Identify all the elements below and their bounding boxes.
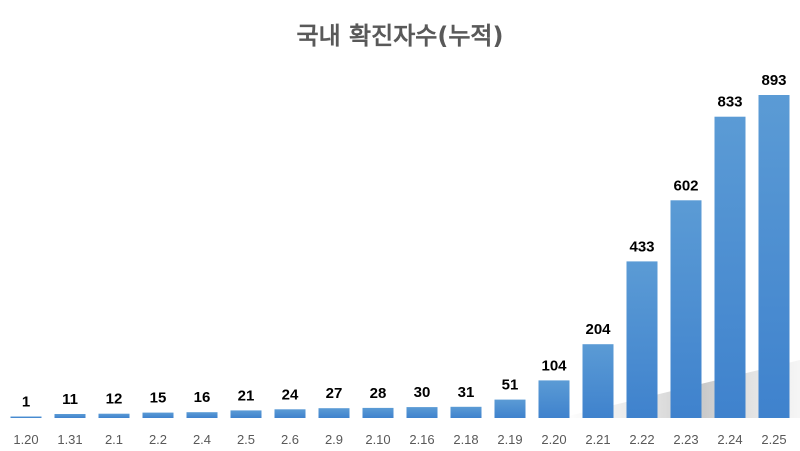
x-tick-label-2.21: 2.21: [585, 432, 610, 447]
data-label-1.20: 1: [22, 394, 30, 411]
chart-title: 국내 확진자수(누적): [296, 22, 504, 50]
bar-2.1: [98, 413, 130, 418]
bar-2.21: [582, 344, 614, 418]
x-tick-label-2.1: 2.1: [105, 432, 123, 447]
bar-1.20: [10, 416, 42, 418]
x-tick-label-2.23: 2.23: [673, 432, 698, 447]
data-label-2.19: 51: [502, 377, 519, 394]
bar-2.10: [362, 407, 394, 418]
data-label-2.18: 31: [458, 384, 475, 401]
data-label-2.4: 16: [194, 389, 211, 406]
data-label-2.9: 27: [326, 385, 343, 402]
data-label-2.20: 104: [541, 357, 567, 374]
bar-2.2: [142, 412, 174, 418]
bar-2.16: [406, 407, 438, 418]
x-tick-label-2.4: 2.4: [193, 432, 211, 447]
data-label-2.1: 12: [106, 391, 123, 408]
bar-2.6: [274, 409, 306, 418]
x-tick-label-2.22: 2.22: [629, 432, 654, 447]
data-label-2.24: 833: [717, 94, 742, 111]
bar-2.19: [494, 399, 526, 418]
bar-1.31: [54, 414, 86, 418]
data-label-2.22: 433: [629, 238, 654, 255]
bar-2.18: [450, 406, 482, 418]
x-tick-label-2.24: 2.24: [717, 432, 742, 447]
x-tick-label-2.6: 2.6: [281, 432, 299, 447]
bar-2.24: [714, 116, 746, 418]
x-tick-label-2.5: 2.5: [237, 432, 255, 447]
data-label-2.16: 30: [414, 384, 431, 401]
bar-2.25: [758, 95, 790, 418]
data-label-2.2: 15: [150, 390, 167, 407]
data-label-2.25: 893: [761, 72, 786, 89]
bar-2.5: [230, 410, 262, 418]
x-tick-label-1.31: 1.31: [57, 432, 82, 447]
bar-2.20: [538, 380, 570, 418]
x-tick-label-2.19: 2.19: [497, 432, 522, 447]
bars-group: 1 11 12 15 16 21 24 27 28 30 31 5110420443360283389…: [10, 72, 790, 418]
data-label-2.10: 28: [370, 385, 387, 402]
x-tick-label-1.20: 1.20: [13, 432, 38, 447]
bar-2.9: [318, 408, 350, 418]
data-label-1.31: 11: [62, 391, 78, 408]
x-tick-label-2.16: 2.16: [409, 432, 434, 447]
data-label-2.21: 204: [585, 321, 611, 338]
bar-2.4: [186, 412, 218, 418]
bar-2.22: [626, 261, 658, 418]
x-tick-label-2.10: 2.10: [365, 432, 390, 447]
x-tick-label-2.20: 2.20: [541, 432, 566, 447]
data-label-2.6: 24: [282, 386, 299, 403]
bar-2.23: [670, 200, 702, 418]
x-tick-label-2.18: 2.18: [453, 432, 478, 447]
x-axis: 1.20 1.31 2.1 2.2 2.4 2.5 2.6 2.9 2.10 2.16 2.18 2.…: [13, 432, 786, 447]
data-label-2.23: 602: [673, 177, 698, 194]
x-tick-label-2.9: 2.9: [325, 432, 343, 447]
data-label-2.5: 21: [238, 387, 255, 404]
x-tick-label-2.25: 2.25: [761, 432, 786, 447]
x-tick-label-2.2: 2.2: [149, 432, 167, 447]
